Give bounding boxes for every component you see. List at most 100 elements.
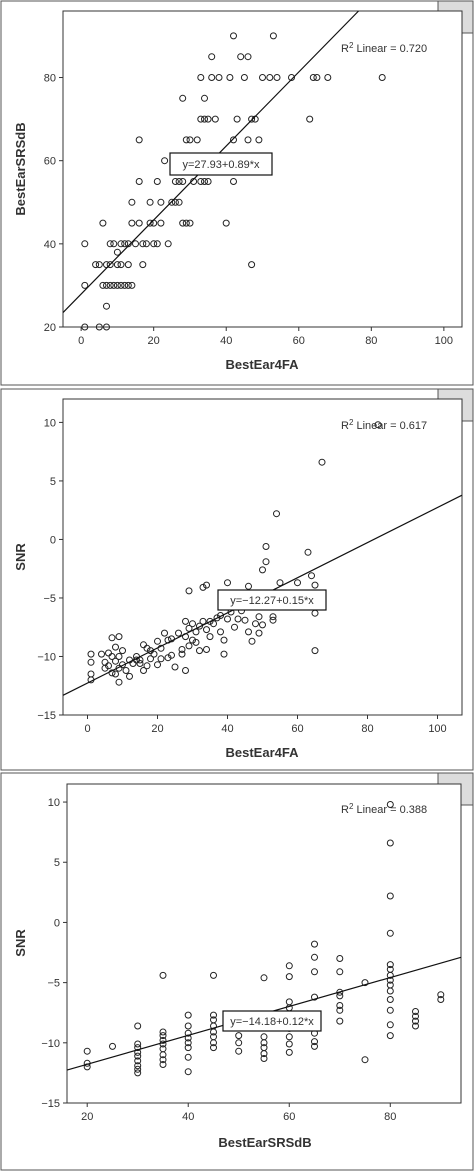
scatter-point: [266, 74, 274, 81]
x-tick-label: 80: [361, 723, 373, 735]
x-tick-label: 0: [78, 335, 84, 347]
x-tick-label: 20: [151, 723, 163, 735]
scatter-point: [168, 651, 175, 659]
x-axis-title: BestEar4FA: [226, 357, 300, 372]
scatter-point: [121, 281, 129, 289]
x-axis-ticks: 0 20 40 60 80 100: [78, 327, 453, 347]
scatter-point: [182, 219, 190, 227]
scatter-point: [81, 281, 89, 289]
scatter-point: [119, 647, 126, 655]
scatter-point: [106, 261, 114, 269]
scatter-point: [262, 543, 270, 550]
scatter-point: [99, 219, 107, 227]
scatter-point: [105, 649, 112, 657]
scatter-point: [124, 281, 132, 289]
scatter-point: [234, 615, 242, 623]
scatter-point: [135, 219, 143, 227]
scatter-point: [81, 323, 89, 331]
r2-label: R2 Linear = 0.617: [341, 418, 427, 432]
scatter-point: [255, 629, 263, 637]
scatter-point: [134, 1065, 142, 1073]
scatter-point: [386, 839, 394, 847]
scatter-point: [87, 658, 95, 666]
scatter-point: [220, 650, 228, 658]
scatter-point: [311, 968, 318, 976]
r2-prefix: R: [341, 804, 349, 816]
scatter-point: [182, 667, 189, 674]
y-axis-title: SNR: [13, 929, 28, 957]
scatter-point: [196, 622, 203, 630]
scatter-point: [208, 53, 216, 61]
scatter-point: [252, 620, 259, 628]
scatter-point: [230, 178, 237, 185]
equation-box: [169, 152, 273, 176]
scatter-point: [215, 74, 223, 81]
scatter-point: [115, 633, 123, 641]
scatter-point: [161, 157, 169, 165]
scatter-point: [206, 617, 214, 625]
scatter-point: [386, 961, 394, 969]
scatter-point: [199, 583, 207, 591]
scatter-point: [175, 178, 183, 185]
x-tick-label: 40: [182, 1111, 194, 1123]
scatter-point: [276, 579, 284, 587]
x-axis-title: BestEar4FA: [226, 745, 300, 760]
y-tick-label: 5: [54, 857, 60, 869]
x-tick-label: 80: [365, 335, 377, 347]
scatter-point: [186, 136, 194, 144]
scatter-point: [262, 558, 270, 566]
scatter-point: [132, 240, 139, 248]
panel-frame: [0, 388, 474, 771]
scatter-point: [231, 623, 238, 631]
scatter-point: [386, 929, 394, 937]
scatter-point: [193, 136, 201, 144]
scatter-point: [98, 650, 105, 658]
scatter-point: [203, 581, 210, 589]
scatter-point: [143, 644, 151, 652]
scatter-point: [412, 1022, 419, 1030]
scatter-point: [308, 572, 315, 580]
r2-superscript: 2: [349, 41, 354, 50]
scatter-point: [311, 993, 318, 1001]
scatter-point: [182, 136, 190, 144]
scatter-point: [269, 613, 277, 621]
scatter-point: [159, 1051, 167, 1059]
scatter-point: [311, 953, 318, 961]
scatter-point: [109, 1042, 116, 1050]
scatter-point: [108, 634, 116, 642]
scatter-point: [259, 74, 266, 81]
x-tick-label: 100: [435, 335, 453, 347]
scatter-point: [220, 636, 228, 644]
scatter-point: [361, 1056, 369, 1064]
plot-area: [66, 783, 462, 1104]
scatter-point: [81, 240, 89, 248]
scatter-point: [222, 219, 230, 227]
scatter-point: [175, 198, 183, 206]
scatter-point: [184, 1044, 192, 1052]
scatter-point: [185, 624, 193, 632]
y-tick-label: 10: [44, 417, 56, 429]
scatter-point: [192, 638, 200, 646]
scatter-point: [230, 32, 237, 40]
scatter-point: [226, 74, 234, 81]
scatter-point: [185, 587, 193, 595]
scatter-point: [386, 987, 394, 995]
scatter-point: [95, 323, 103, 331]
scatter-point: [171, 663, 179, 671]
scatter-point: [386, 1032, 394, 1040]
scatter-point: [244, 136, 252, 144]
scatter-point: [386, 801, 394, 808]
scatter-point: [437, 991, 445, 999]
scatter-point: [294, 579, 301, 587]
scatter-point: [142, 240, 150, 248]
scatter-point: [105, 662, 112, 670]
scatter-point: [245, 582, 252, 590]
scatter-point: [210, 1028, 217, 1036]
x-tick-label: 0: [84, 723, 90, 735]
scatter-point: [269, 32, 277, 40]
r2-prefix: R: [341, 43, 349, 55]
y-axis-title: BestEarSRSdB: [13, 122, 28, 215]
scatter-point: [154, 661, 161, 669]
scatter-point: [336, 955, 344, 962]
